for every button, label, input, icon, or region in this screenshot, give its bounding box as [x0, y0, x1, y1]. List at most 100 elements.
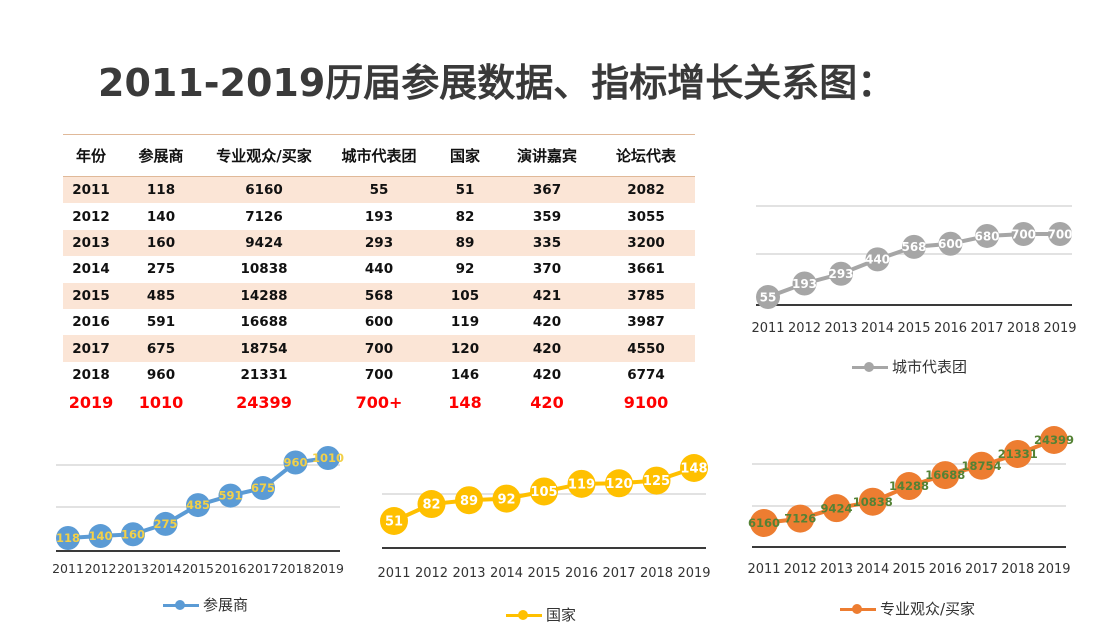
x-tick-label: 2015	[182, 561, 214, 576]
table-row: 2011 118 6160 55 51 367 2082	[63, 176, 695, 204]
data-label: 10838	[853, 495, 893, 509]
data-point	[121, 522, 145, 547]
data-label: 6160	[748, 516, 780, 530]
header-forum-delegates: 论坛代表	[597, 134, 695, 177]
legend-swatch-yellow	[506, 608, 542, 622]
x-tick-label: 2018	[640, 566, 673, 581]
x-tick-label: 2011	[747, 562, 780, 577]
chart-exhibitors: 118 140 160 275 485 591 675 960 1010 2011 2012 2013…	[52, 425, 344, 582]
data-label: 591	[218, 489, 242, 503]
x-tick-label: 2016	[215, 561, 247, 576]
table-cell: 591	[146, 314, 176, 331]
data-point	[283, 450, 308, 475]
data-point	[316, 446, 340, 470]
chart-city-delegations: 55 193 293 440 568 600 680 700 700 2011 2012 2013 20…	[750, 200, 1086, 345]
data-label: 105	[530, 485, 557, 500]
table-cell: 600	[364, 314, 394, 331]
legend-swatch-gray	[852, 360, 888, 374]
table-cell: 275	[146, 261, 176, 278]
table-cell: 140	[146, 208, 176, 225]
header-speakers: 演讲嘉宾	[497, 134, 597, 177]
table-row: 2018 960 21331 700 146 420 6774	[63, 362, 695, 388]
table-cell: 6160	[203, 176, 325, 204]
data-label: 120	[605, 477, 632, 492]
table-cell: 18754	[203, 335, 325, 362]
chart-buyers-svg: 6160 7126 9424 10838 14288166881875421331243…	[747, 426, 1074, 577]
table-cell: 1010	[138, 392, 184, 412]
table-cell: 421	[497, 282, 597, 309]
data-label: 148	[680, 462, 707, 477]
table-cell: 24399	[236, 392, 292, 412]
table-cell: 146	[450, 366, 480, 383]
data-label: 960	[283, 456, 307, 470]
table-cell: 16688	[240, 314, 288, 331]
data-label: 140	[88, 529, 112, 543]
data-point	[88, 524, 113, 549]
page-title: 2011-2019历届参展数据、指标增长关系图：	[98, 61, 896, 105]
table-cell: 3055	[627, 208, 665, 225]
data-point	[786, 504, 815, 533]
data-table: 年份 参展商 专业观众/买家 城市代表团 国家 演讲嘉宾 论坛代表 2011 11…	[63, 134, 695, 416]
x-tick-label: 2019	[312, 561, 344, 576]
x-tick-label: 2017	[965, 562, 998, 577]
x-tick-label: 2014	[490, 566, 523, 581]
data-point	[153, 511, 178, 536]
table-cell: 568	[325, 282, 433, 309]
data-point	[251, 476, 275, 501]
data-label: 55	[760, 290, 777, 304]
data-label: 568	[901, 240, 926, 254]
table-cell: 675	[119, 335, 203, 362]
data-point	[829, 261, 853, 286]
data-label: 125	[643, 474, 670, 489]
header-year: 年份	[63, 134, 119, 177]
table-cell: 51	[433, 176, 497, 204]
data-label: 92	[497, 492, 515, 507]
legend-label: 国家	[546, 606, 577, 624]
data-point	[967, 451, 996, 480]
data-label: 680	[974, 229, 999, 243]
table-row: 2015 485 14288 568 105 421 3785	[63, 282, 695, 309]
x-tick-label: 2013	[452, 566, 485, 581]
table-cell: 92	[455, 261, 475, 278]
data-point	[1048, 222, 1072, 246]
table-cell: 367	[497, 176, 597, 204]
table-cell: 118	[119, 176, 203, 204]
data-point	[567, 469, 596, 498]
table-cell: 160	[119, 229, 203, 257]
data-point	[680, 454, 708, 482]
table-cell: 2016	[72, 314, 110, 331]
x-tick-label: 2011	[52, 561, 84, 576]
table-cell: 420	[532, 366, 562, 383]
x-tick-label: 2016	[934, 321, 967, 336]
legend-city-delegations: 城市代表团	[852, 356, 967, 377]
header-exhibitors: 参展商	[119, 134, 203, 177]
data-point	[492, 484, 521, 513]
table-cell: 4550	[597, 335, 695, 362]
data-label: 21331	[998, 447, 1038, 461]
x-tick-label: 2012	[85, 561, 117, 576]
table-cell: 2011	[63, 176, 119, 204]
legend-countries: 国家	[506, 604, 576, 625]
data-label: 293	[828, 267, 853, 281]
header-countries: 国家	[433, 134, 497, 177]
x-tick-label: 2015	[527, 566, 560, 581]
x-tick-label: 2012	[415, 566, 448, 581]
x-tick-label: 2014	[150, 561, 182, 576]
data-point	[1040, 426, 1068, 454]
data-label: 485	[186, 498, 210, 512]
legend-label: 专业观众/买家	[880, 600, 976, 618]
table-row: 2012 140 7126 193 82 359 3055	[63, 203, 695, 229]
table-cell: 335	[497, 229, 597, 257]
x-tick-label: 2016	[929, 562, 962, 577]
data-point	[530, 477, 558, 506]
data-label: 9424	[820, 501, 852, 515]
x-tick-label: 2019	[1043, 321, 1076, 336]
table-cell: 3987	[627, 314, 665, 331]
x-tick-label: 2013	[824, 321, 857, 336]
table-cell: 485	[119, 282, 203, 309]
x-tick-label: 2011	[751, 321, 784, 336]
table-row: 2013 160 9424 293 89 335 3200	[63, 229, 695, 257]
table-cell: 2019	[68, 392, 114, 412]
data-label: 118	[56, 531, 80, 545]
x-tick-label: 2012	[784, 562, 817, 577]
